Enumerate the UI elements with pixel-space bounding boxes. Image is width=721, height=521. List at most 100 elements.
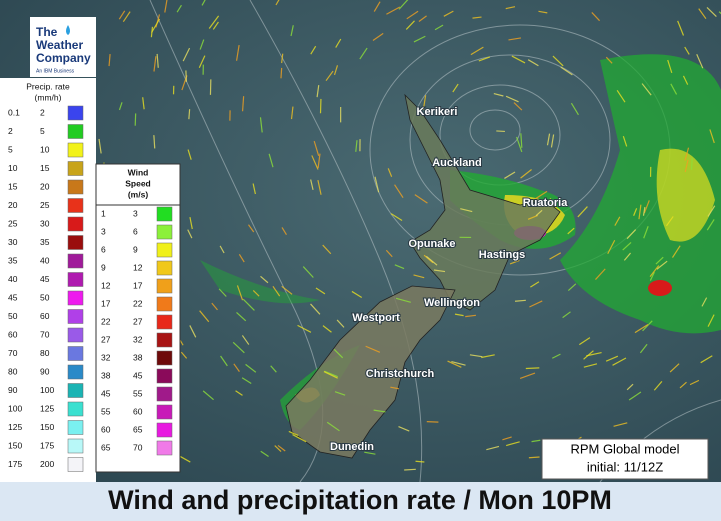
wind-arrow [313, 140, 320, 157]
wind-arrow [684, 147, 690, 161]
wind-arrow [198, 55, 206, 69]
wind-arrow [520, 133, 523, 148]
wind-high: 6 [133, 226, 138, 236]
wind-arrow [252, 183, 256, 195]
precip-high: 80 [40, 348, 50, 358]
wind-arrow [504, 171, 516, 179]
wind-arrow [426, 421, 439, 423]
wind-arrow [433, 269, 446, 273]
wind-arrow [355, 140, 358, 152]
wind-arrow [677, 20, 685, 36]
wind-low: 6 [101, 244, 106, 254]
wind-arrow [486, 445, 500, 451]
wind-high: 9 [133, 244, 138, 254]
wind-arrow [359, 47, 368, 60]
precip-swatch [67, 105, 84, 121]
wind-arrow [528, 456, 540, 459]
wind-arrow [434, 24, 444, 31]
wind-arrow [280, 67, 283, 79]
wind-arrow [560, 66, 573, 76]
precip-low: 150 [8, 440, 22, 450]
wind-arrow [189, 325, 197, 338]
wind-arrow [622, 241, 632, 251]
model-box [541, 438, 709, 480]
wind-arrow [333, 65, 339, 76]
wind-arrow [505, 95, 519, 103]
wind-arrow [520, 169, 532, 179]
precip-swatch [67, 327, 84, 343]
wind-arrow [323, 371, 338, 379]
wind-high: 65 [133, 424, 143, 434]
wind-swatch [156, 314, 173, 330]
wind-low: 12 [101, 280, 111, 290]
precip-low: 5 [8, 144, 13, 154]
wind-arrow [372, 32, 384, 41]
city-label: Westport [352, 312, 400, 324]
wind-swatch [156, 224, 173, 240]
wind-high: 27 [133, 316, 143, 326]
wind-arrow [622, 136, 628, 147]
wind-arrow [235, 44, 240, 61]
wind-arrow [422, 95, 427, 111]
wind-arrow [549, 252, 562, 260]
wind-arrow [425, 255, 438, 266]
wind-arrow [513, 102, 523, 111]
wind-low: 60 [101, 424, 111, 434]
precip-high: 5 [40, 126, 45, 136]
wind-arrow [550, 134, 555, 148]
wind-low: 27 [101, 334, 111, 344]
wind-arrow [315, 287, 326, 295]
wind-arrow [634, 323, 649, 334]
wind-arrow [241, 377, 252, 384]
wind-arrow [535, 190, 548, 200]
wind-low: 3 [101, 226, 106, 236]
precip-low: 45 [8, 292, 18, 302]
wind-arrow [322, 325, 332, 333]
wind-arrow [682, 75, 689, 85]
wind-arrow [511, 55, 526, 64]
wind-arrows [97, 0, 721, 478]
precip-swatch [67, 179, 84, 195]
logo-box [30, 17, 96, 77]
wind-arrow [153, 56, 157, 72]
precip-high: 40 [40, 255, 50, 265]
precip-swatch [67, 216, 84, 232]
wind-arrow [543, 198, 552, 208]
precip-swatch [67, 457, 84, 472]
precip-title: Precip. rate [26, 81, 70, 91]
wind-arrow [653, 380, 663, 391]
precip-low: 125 [8, 422, 22, 432]
precip-low: 40 [8, 274, 18, 284]
wind-arrow [706, 6, 717, 17]
wind-arrow [281, 285, 293, 295]
wind-arrow [387, 168, 393, 177]
precip-low: 10 [8, 163, 18, 173]
wind-arrow [418, 15, 427, 23]
wind-arrow [98, 138, 102, 154]
wind-swatch [156, 332, 173, 348]
wind-arrow [211, 302, 218, 311]
logo-text: Company [36, 51, 91, 65]
wind-arrow [443, 10, 454, 17]
wind-arrow [260, 450, 269, 457]
precip-low: 100 [8, 403, 22, 413]
wind-arrow [460, 159, 467, 168]
wind-arrow [390, 213, 403, 222]
precip-swatch [67, 290, 84, 306]
land [285, 93, 561, 459]
wind-high: 55 [133, 388, 143, 398]
wind-arrow [310, 45, 317, 55]
wind-arrow [616, 89, 626, 103]
precip-swatch [67, 346, 84, 361]
wind-high: 17 [133, 280, 143, 290]
wind-arrow [465, 314, 476, 318]
city-label: Opunake [408, 238, 455, 250]
model-line: initial: 11/12Z [587, 459, 663, 474]
wind-arrow [607, 239, 616, 255]
footer-title: Wind and precipitation rate / Mon 10PM [108, 485, 612, 515]
wind-arrow [272, 285, 281, 297]
wind-arrow [241, 96, 245, 112]
wind-arrow [415, 460, 425, 463]
